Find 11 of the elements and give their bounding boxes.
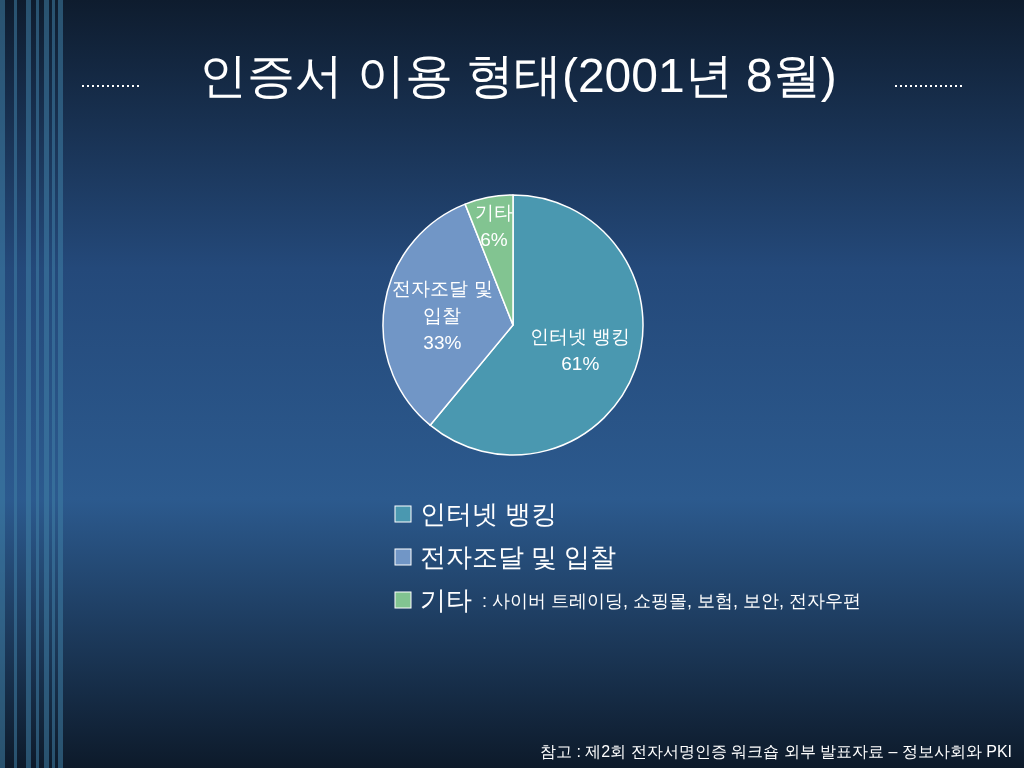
- data-label: 6%: [480, 229, 508, 251]
- data-label: 61%: [561, 353, 600, 375]
- legend-label: 전자조달 및 입찰: [420, 542, 617, 572]
- slice-label: 전자조달 및 입찰: [392, 277, 493, 326]
- text: 참고 : 제2회 전자서명인증 워크숍 외부 발표자료 – 정보사회와 PKI: [539, 743, 1012, 760]
- slice-label: 인터넷 뱅킹: [530, 326, 631, 348]
- text: : 사이버 트레이딩, 쇼핑몰, 보험, 보안, 전자우편: [482, 591, 862, 611]
- legend-label: 기타: [420, 585, 472, 615]
- chart-title: 인증서 이용 형태(2001년 8월): [199, 49, 837, 102]
- data-label: 33%: [423, 331, 462, 353]
- legend-label: 인터넷 뱅킹: [420, 499, 558, 529]
